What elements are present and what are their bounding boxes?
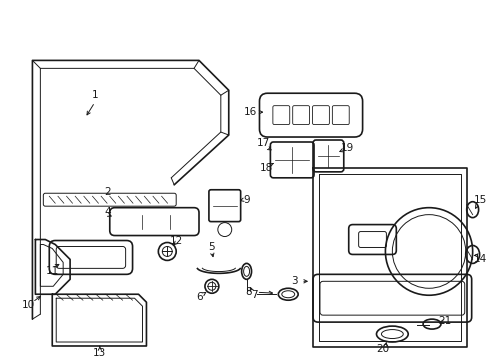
Text: 4: 4 — [104, 207, 111, 217]
Text: 1: 1 — [91, 90, 98, 100]
Text: 17: 17 — [256, 138, 269, 148]
Text: 18: 18 — [259, 163, 272, 173]
Text: 8: 8 — [245, 287, 251, 297]
Text: 10: 10 — [22, 300, 35, 310]
Text: 21: 21 — [437, 316, 450, 326]
Text: 3: 3 — [290, 276, 297, 286]
Text: 19: 19 — [341, 143, 354, 153]
Text: 16: 16 — [244, 107, 257, 117]
Text: 20: 20 — [375, 344, 388, 354]
Text: 12: 12 — [169, 235, 183, 246]
Text: 7: 7 — [251, 290, 257, 300]
Text: 5: 5 — [208, 243, 215, 252]
Text: 13: 13 — [93, 348, 106, 358]
Text: 6: 6 — [196, 292, 203, 302]
Text: 11: 11 — [45, 266, 59, 276]
Text: 2: 2 — [104, 187, 111, 197]
Text: 15: 15 — [473, 195, 486, 205]
Text: 14: 14 — [473, 255, 486, 264]
Text: 9: 9 — [243, 195, 249, 205]
